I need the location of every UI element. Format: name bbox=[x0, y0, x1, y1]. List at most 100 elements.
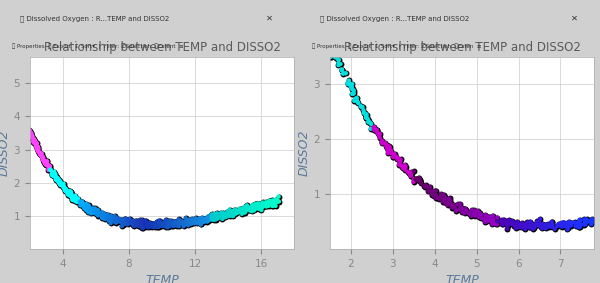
Point bbox=[583, 219, 593, 223]
Point bbox=[70, 196, 80, 200]
Point bbox=[260, 203, 270, 208]
Point bbox=[262, 202, 271, 206]
Point bbox=[95, 212, 105, 217]
Point bbox=[134, 222, 144, 227]
Point bbox=[197, 217, 207, 222]
Point bbox=[44, 164, 54, 169]
Point bbox=[55, 179, 65, 183]
Point bbox=[488, 218, 498, 222]
Point bbox=[91, 207, 100, 212]
Point bbox=[362, 112, 371, 117]
Point bbox=[541, 226, 551, 231]
Point bbox=[507, 220, 517, 225]
Point bbox=[356, 105, 366, 109]
Point bbox=[112, 218, 122, 223]
Point bbox=[172, 221, 181, 226]
Point bbox=[161, 224, 171, 229]
Point bbox=[141, 218, 151, 223]
Point bbox=[267, 199, 277, 203]
Point bbox=[237, 212, 247, 216]
Point bbox=[532, 219, 542, 224]
Point bbox=[457, 207, 466, 211]
Point bbox=[545, 224, 555, 229]
Point bbox=[506, 219, 515, 224]
Point bbox=[88, 206, 98, 211]
Point bbox=[142, 220, 151, 224]
Point bbox=[200, 218, 210, 222]
Point bbox=[365, 121, 375, 125]
Point bbox=[238, 207, 247, 212]
Point bbox=[174, 217, 184, 222]
Point bbox=[250, 203, 259, 208]
Point bbox=[93, 208, 103, 212]
Point bbox=[228, 214, 238, 218]
Point bbox=[100, 215, 110, 220]
Point bbox=[262, 202, 272, 206]
Point bbox=[114, 217, 124, 222]
Point bbox=[460, 211, 469, 216]
Point bbox=[424, 189, 433, 194]
Point bbox=[348, 87, 358, 91]
Point bbox=[353, 101, 363, 105]
Point bbox=[440, 198, 449, 203]
Point bbox=[121, 216, 130, 221]
Point bbox=[160, 224, 170, 228]
Point bbox=[60, 187, 70, 192]
Point bbox=[109, 216, 118, 221]
Point bbox=[422, 185, 431, 189]
Point bbox=[181, 219, 190, 224]
Point bbox=[133, 223, 142, 228]
Point bbox=[334, 57, 344, 62]
Point bbox=[93, 211, 103, 215]
Point bbox=[512, 222, 522, 226]
Point bbox=[234, 209, 244, 214]
Point bbox=[97, 213, 107, 217]
Point bbox=[271, 198, 281, 202]
Point bbox=[374, 132, 384, 136]
Point bbox=[247, 209, 257, 213]
Point bbox=[218, 214, 228, 218]
Point bbox=[131, 222, 140, 226]
Point bbox=[143, 225, 152, 229]
Point bbox=[228, 212, 238, 216]
Point bbox=[41, 159, 51, 164]
Point bbox=[238, 206, 248, 211]
Point bbox=[112, 218, 121, 223]
Point bbox=[149, 224, 158, 228]
Point bbox=[189, 219, 199, 223]
Point bbox=[155, 219, 165, 223]
Point bbox=[488, 218, 498, 222]
Point bbox=[224, 213, 234, 217]
Point bbox=[383, 145, 392, 150]
Point bbox=[79, 204, 88, 209]
Point bbox=[77, 200, 86, 204]
Point bbox=[538, 223, 548, 227]
Point bbox=[43, 162, 53, 167]
Point bbox=[25, 131, 35, 135]
Point bbox=[568, 220, 577, 225]
Point bbox=[160, 223, 169, 228]
Point bbox=[543, 222, 553, 227]
Point bbox=[369, 126, 379, 130]
Point bbox=[395, 159, 405, 164]
Point bbox=[271, 203, 280, 208]
Point bbox=[257, 205, 266, 209]
Point bbox=[164, 221, 174, 226]
Point bbox=[125, 220, 135, 225]
Point bbox=[441, 200, 451, 205]
Point bbox=[50, 172, 60, 177]
Point bbox=[451, 209, 461, 213]
Point bbox=[143, 225, 152, 229]
Point bbox=[206, 215, 215, 219]
Point bbox=[205, 214, 215, 218]
Point bbox=[268, 201, 278, 206]
Point bbox=[191, 218, 200, 223]
Point bbox=[65, 189, 74, 194]
Point bbox=[217, 213, 227, 217]
Point bbox=[421, 183, 431, 187]
Point bbox=[144, 222, 154, 227]
Point bbox=[184, 221, 194, 226]
Point bbox=[99, 213, 109, 217]
Point bbox=[44, 167, 53, 171]
Point bbox=[325, 54, 334, 59]
